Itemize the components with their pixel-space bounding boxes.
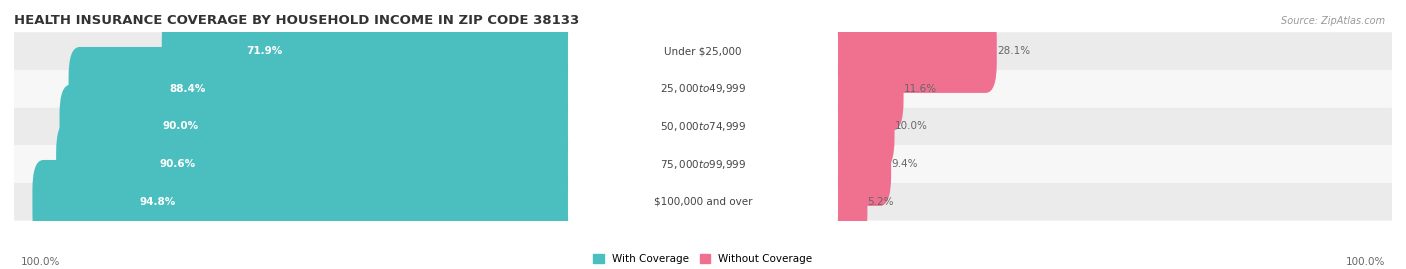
FancyBboxPatch shape xyxy=(815,122,891,206)
FancyBboxPatch shape xyxy=(815,9,997,93)
FancyBboxPatch shape xyxy=(568,160,838,243)
FancyBboxPatch shape xyxy=(815,47,904,130)
FancyBboxPatch shape xyxy=(59,85,591,168)
Text: 71.9%: 71.9% xyxy=(246,46,283,56)
Text: 90.6%: 90.6% xyxy=(159,159,195,169)
FancyBboxPatch shape xyxy=(568,122,838,206)
Text: 10.0%: 10.0% xyxy=(894,121,928,132)
FancyBboxPatch shape xyxy=(32,160,591,243)
Text: Under $25,000: Under $25,000 xyxy=(664,46,742,56)
FancyBboxPatch shape xyxy=(568,85,838,168)
FancyBboxPatch shape xyxy=(162,9,591,93)
Text: $50,000 to $74,999: $50,000 to $74,999 xyxy=(659,120,747,133)
FancyBboxPatch shape xyxy=(14,108,1392,145)
Text: 88.4%: 88.4% xyxy=(170,84,205,94)
Text: 90.0%: 90.0% xyxy=(162,121,198,132)
Text: $100,000 and over: $100,000 and over xyxy=(654,197,752,207)
Text: 28.1%: 28.1% xyxy=(997,46,1031,56)
Text: 100.0%: 100.0% xyxy=(21,257,60,267)
Text: $75,000 to $99,999: $75,000 to $99,999 xyxy=(659,158,747,171)
FancyBboxPatch shape xyxy=(14,32,1392,70)
FancyBboxPatch shape xyxy=(568,47,838,130)
Text: $25,000 to $49,999: $25,000 to $49,999 xyxy=(659,82,747,95)
Text: 9.4%: 9.4% xyxy=(891,159,918,169)
FancyBboxPatch shape xyxy=(14,70,1392,108)
FancyBboxPatch shape xyxy=(815,85,894,168)
FancyBboxPatch shape xyxy=(56,122,591,206)
FancyBboxPatch shape xyxy=(69,47,591,130)
FancyBboxPatch shape xyxy=(815,160,868,243)
FancyBboxPatch shape xyxy=(568,9,838,93)
FancyBboxPatch shape xyxy=(14,183,1392,221)
Text: 94.8%: 94.8% xyxy=(139,197,176,207)
Text: 5.2%: 5.2% xyxy=(868,197,894,207)
Legend: With Coverage, Without Coverage: With Coverage, Without Coverage xyxy=(589,250,817,268)
Text: 100.0%: 100.0% xyxy=(1346,257,1385,267)
Text: 11.6%: 11.6% xyxy=(904,84,936,94)
FancyBboxPatch shape xyxy=(14,145,1392,183)
Text: HEALTH INSURANCE COVERAGE BY HOUSEHOLD INCOME IN ZIP CODE 38133: HEALTH INSURANCE COVERAGE BY HOUSEHOLD I… xyxy=(14,14,579,27)
Text: Source: ZipAtlas.com: Source: ZipAtlas.com xyxy=(1281,16,1385,26)
